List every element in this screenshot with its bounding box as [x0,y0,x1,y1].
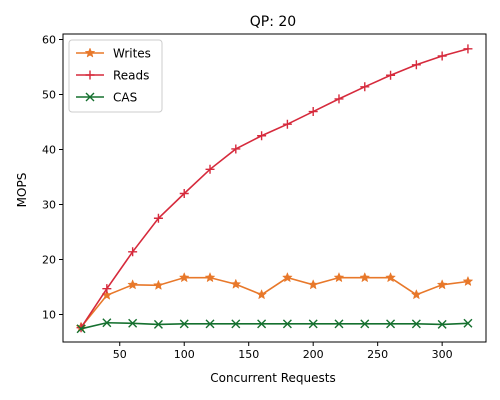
data-point-reads [334,94,344,104]
series-cas [76,318,473,334]
data-point-cas [102,318,112,328]
data-point-reads [153,213,163,223]
legend-label-reads: Reads [113,69,149,83]
data-point-cas [282,319,292,329]
y-axis-label: MOPS [15,173,29,208]
data-point-reads [257,131,267,141]
data-point-writes [385,271,396,283]
data-point-writes [436,279,448,290]
y-tick-label: 50 [42,89,56,102]
series-line-reads [80,48,469,329]
series-reads [76,44,473,333]
data-point-cas [231,319,241,329]
data-point-cas [360,319,370,329]
x-tick-label: 150 [238,348,259,361]
series-line-cas [80,321,468,330]
legend-marker-writes [84,47,96,58]
legend-entry-writes: Writes [76,47,151,61]
data-point-cas [179,319,189,329]
data-point-reads [179,189,189,198]
y-tick-label: 60 [42,34,56,47]
data-point-reads [360,82,370,92]
data-point-cas [128,318,138,328]
data-point-writes [307,279,319,290]
data-point-reads [102,284,112,294]
data-point-cas [411,319,421,329]
data-point-reads [308,107,318,117]
plot-frame [62,33,487,343]
data-point-cas [76,324,86,334]
data-point-writes [127,279,139,290]
y-tick-label: 30 [42,199,56,212]
data-point-writes [333,271,345,283]
x-tick-label: 300 [432,348,453,361]
x-tick-label: 200 [303,348,324,361]
data-point-cas [205,319,215,329]
series-line-writes [80,276,469,328]
data-point-reads [437,51,447,61]
axes: 50 100 150 200 250 300 10 20 30 40 50 60 [42,33,487,361]
plot-area [75,44,474,334]
data-point-writes [282,271,293,283]
data-point-reads [463,44,473,54]
legend-entry-reads: Reads [76,69,149,83]
data-point-writes [153,279,164,290]
data-point-reads [282,119,292,129]
data-point-writes [230,278,242,289]
data-point-reads [128,247,138,257]
legend-entry-cas: CAS [76,91,137,105]
data-point-cas [463,318,473,328]
data-point-cas [308,319,318,329]
data-point-writes [462,275,474,287]
legend-marker-cas [85,92,95,102]
data-point-cas [257,319,267,329]
data-point-writes [410,289,422,300]
data-point-cas [386,319,396,329]
data-point-reads [386,70,396,80]
data-point-reads [205,164,215,174]
data-point-cas [437,319,447,329]
data-point-writes [256,289,267,300]
data-point-cas [334,319,344,329]
data-point-writes [359,271,371,283]
legend: Writes Reads CAS [68,39,163,113]
data-point-writes [178,271,190,283]
data-point-cas [153,319,163,329]
data-point-writes [204,271,216,283]
x-axis-label: Concurrent Requests [210,371,335,385]
legend-label-cas: CAS [113,91,137,105]
y-tick-label: 20 [42,254,56,267]
x-tick-label: 250 [367,348,388,361]
legend-marker-reads [85,70,95,80]
y-tick-label: 40 [42,144,56,157]
data-point-reads [411,60,421,70]
x-tick-label: 50 [113,348,127,361]
chart-title: QP: 20 [250,14,296,30]
y-tick-label: 10 [42,309,56,322]
legend-label-writes: Writes [113,47,151,61]
x-tick-label: 100 [174,348,195,361]
data-point-reads [231,144,241,154]
